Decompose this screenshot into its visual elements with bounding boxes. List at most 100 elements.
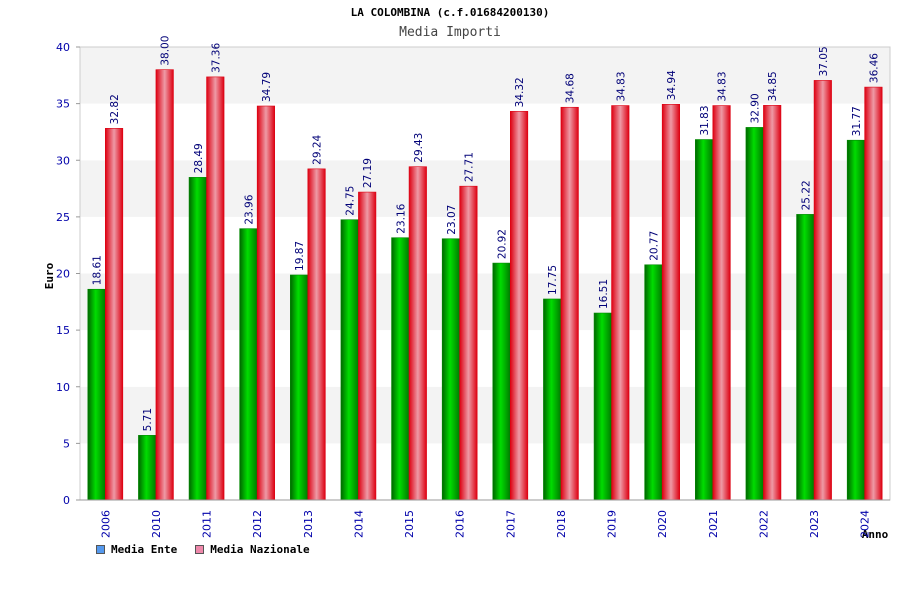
bar-media-nazionale [560, 106, 579, 501]
data-label: 37.36 [210, 43, 222, 73]
x-tick-label: 2017 [504, 510, 517, 538]
bar-media-nazionale [712, 105, 731, 501]
bar-media-ente [138, 435, 157, 501]
y-tick-label: 35 [56, 98, 70, 111]
bar-media-ente [87, 288, 106, 501]
bar-media-ente [593, 312, 612, 501]
bar-media-nazionale [864, 86, 883, 501]
chart-title: LA COLOMBINA (c.f.01684200130) [350, 6, 550, 19]
bar-media-ente [441, 238, 460, 501]
data-label: 19.87 [294, 241, 306, 271]
data-label: 23.07 [446, 205, 458, 235]
data-label: 36.46 [868, 53, 880, 83]
data-label: 34.85 [767, 71, 779, 101]
x-tick-label: 2019 [606, 510, 619, 538]
bar-media-ente [340, 219, 359, 501]
bar-media-nazionale [459, 185, 478, 501]
y-tick-label: 25 [56, 211, 70, 224]
bar-media-ente [644, 264, 663, 501]
bar-media-ente [846, 139, 865, 501]
x-tick-label: 2018 [555, 510, 568, 538]
bar-media-nazionale [763, 105, 782, 501]
legend: Media Ente Media Nazionale [96, 543, 310, 556]
data-label: 34.32 [514, 77, 526, 107]
data-label: 16.51 [598, 279, 610, 309]
bar-media-nazionale [256, 105, 275, 501]
y-tick-label: 30 [56, 154, 70, 167]
x-axis-title: Anno [862, 528, 889, 541]
data-label: 25.22 [800, 180, 812, 210]
bar-media-nazionale [813, 80, 832, 501]
y-tick-label: 10 [56, 381, 70, 394]
data-label: 34.94 [666, 70, 678, 100]
bar-media-nazionale [510, 111, 529, 501]
x-tick-label: 2021 [707, 510, 720, 538]
data-label: 29.43 [413, 133, 425, 163]
bar-media-nazionale [155, 69, 174, 501]
bar-media-ente [391, 237, 410, 501]
bar-media-nazionale [358, 191, 377, 501]
legend-item-media-ente: Media Ente [96, 543, 177, 556]
axes-group: 0 5 10 15 20 25 30 35 40 Euro Anno 2006 2010 2011 2012… [43, 41, 890, 541]
bars-group [87, 69, 883, 501]
y-tick-label: 15 [56, 324, 70, 337]
data-label: 24.75 [345, 186, 357, 216]
bar-media-ente [543, 298, 562, 501]
x-tick-label: 2006 [99, 510, 112, 538]
bar-media-nazionale [611, 105, 630, 501]
data-label: 34.83 [717, 71, 729, 101]
x-tick-label: 2012 [251, 510, 264, 538]
data-label: 34.79 [261, 72, 273, 102]
data-label: 31.77 [851, 106, 863, 136]
bar-media-ente [239, 228, 258, 501]
bar-media-nazionale [661, 104, 680, 501]
value-labels-group: 18.61 32.82 5.71 38.00 28.49 37.36 23.96 34.79 1… [92, 36, 881, 432]
y-tick-label: 20 [56, 268, 70, 281]
data-label: 32.82 [109, 94, 121, 124]
data-label: 5.71 [142, 408, 154, 431]
y-tick-label: 0 [63, 494, 70, 507]
legend-label-media-ente: Media Ente [111, 543, 178, 556]
x-tick-label: 2011 [201, 510, 214, 538]
data-label: 20.92 [497, 229, 509, 259]
bar-media-ente [492, 262, 511, 501]
data-label: 34.68 [565, 73, 577, 103]
bar-media-nazionale [206, 76, 225, 501]
bar-media-nazionale [105, 128, 124, 501]
bar-media-ente [796, 214, 815, 501]
bar-media-ente [745, 127, 764, 501]
legend-swatch-media-ente [96, 545, 105, 554]
legend-label-media-nazionale: Media Nazionale [210, 543, 310, 556]
x-tick-label: 2024 [859, 510, 872, 538]
x-tick-label: 2022 [757, 510, 770, 538]
data-label: 18.61 [92, 255, 104, 285]
legend-swatch-media-nazionale [195, 545, 205, 554]
bar-media-nazionale [307, 168, 326, 501]
x-tick-label: 2010 [150, 510, 163, 538]
data-label: 20.77 [648, 231, 660, 261]
x-tick-label: 2014 [352, 510, 365, 538]
y-tick-label: 5 [63, 437, 70, 450]
bar-media-ente [695, 139, 714, 501]
data-label: 34.83 [615, 71, 627, 101]
x-tick-label: 2013 [302, 510, 315, 538]
data-label: 23.96 [243, 194, 255, 224]
data-label: 27.19 [362, 158, 374, 188]
data-label: 37.05 [818, 46, 830, 76]
data-label: 38.00 [160, 36, 172, 66]
y-axis-title: Euro [43, 262, 56, 289]
data-label: 32.90 [750, 93, 762, 123]
data-label: 28.49 [193, 143, 205, 173]
x-tick-label: 2015 [403, 510, 416, 538]
x-tick-label: 2016 [454, 510, 467, 538]
data-label: 31.83 [699, 105, 711, 135]
x-tick-label: 2023 [808, 510, 821, 538]
data-label: 29.24 [312, 134, 324, 164]
bar-media-ente [188, 177, 207, 501]
data-label: 27.71 [463, 152, 475, 182]
data-label: 17.75 [547, 265, 559, 295]
y-tick-label: 40 [56, 41, 70, 54]
legend-item-media-nazionale: Media Nazionale [195, 543, 310, 556]
bar-media-nazionale [408, 166, 427, 501]
